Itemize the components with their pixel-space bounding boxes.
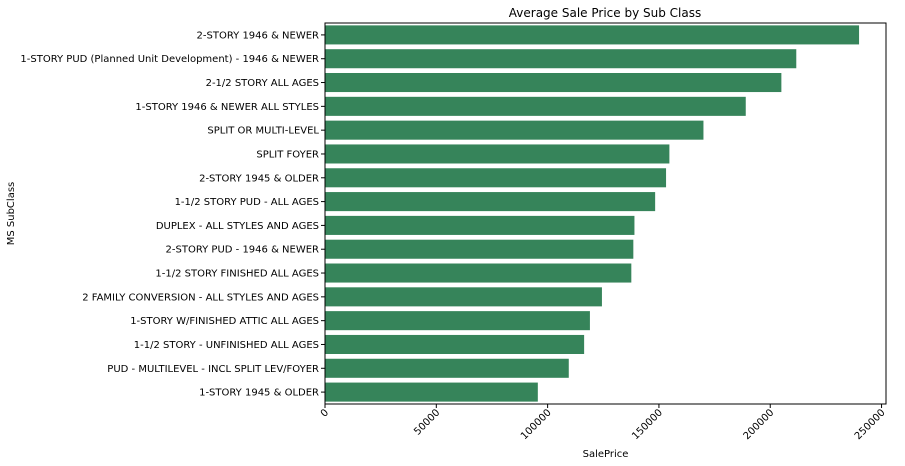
y-axis-title: MS SubClass <box>6 182 17 246</box>
bar <box>325 168 667 188</box>
bar <box>325 49 797 69</box>
bar <box>325 120 704 140</box>
y-tick-label: 2-1/2 STORY ALL AGES <box>206 78 319 89</box>
y-axis-ticks: 2-STORY 1946 & NEWER 1-STORY PUD (Planned… <box>20 30 325 399</box>
y-tick-label: DUPLEX - ALL STYLES AND AGES <box>156 221 319 232</box>
y-tick-label: 1-STORY W/FINISHED ATTIC ALL AGES <box>130 316 319 327</box>
bar <box>325 311 590 331</box>
bar <box>325 25 860 45</box>
bar <box>325 334 585 354</box>
y-tick-label: 2-STORY PUD - 1946 & NEWER <box>166 245 320 256</box>
x-axis-ticks: 0 50000 100000 150000 200000 250000 <box>319 404 888 442</box>
bars-group <box>325 25 860 402</box>
y-tick-label: SPLIT OR MULTI-LEVEL <box>207 126 319 137</box>
bar <box>325 73 782 93</box>
y-tick-label: 2 FAMILY CONVERSION - ALL STYLES AND AGE… <box>82 292 319 303</box>
bar <box>325 358 569 378</box>
x-tick-label: 0 <box>319 407 331 419</box>
bar <box>325 144 670 164</box>
x-tick-label: 200000 <box>742 407 777 442</box>
bar <box>325 215 635 235</box>
chart-title: Average Sale Price by Sub Class <box>509 6 701 20</box>
bar <box>325 263 632 283</box>
bar <box>325 239 634 259</box>
axes-frame <box>324 22 887 405</box>
x-tick-label: 150000 <box>630 407 665 442</box>
bar <box>325 287 602 307</box>
bar <box>325 192 656 212</box>
y-tick-label: PUD - MULTILEVEL - INCL SPLIT LEV/FOYER <box>107 364 319 375</box>
x-tick-label: 50000 <box>412 407 442 437</box>
x-tick-label: 100000 <box>519 407 554 442</box>
y-tick-label: 1-1/2 STORY - UNFINISHED ALL AGES <box>134 340 319 351</box>
bar <box>325 382 538 402</box>
y-tick-label: 1-STORY 1945 & OLDER <box>199 388 319 399</box>
x-tick-label: 250000 <box>853 407 888 442</box>
y-tick-label: SPLIT FOYER <box>256 149 319 160</box>
x-axis-title: SalePrice <box>583 449 629 460</box>
y-tick-label: 1-1/2 STORY FINISHED ALL AGES <box>155 269 319 280</box>
bar <box>325 96 746 116</box>
y-tick-label: 2-STORY 1946 & NEWER <box>197 30 320 41</box>
y-tick-label: 2-STORY 1945 & OLDER <box>199 173 319 184</box>
y-tick-label: 1-1/2 STORY PUD - ALL AGES <box>175 197 319 208</box>
y-tick-label: 1-STORY PUD (Planned Unit Development) -… <box>20 54 319 65</box>
y-tick-label: 1-STORY 1946 & NEWER ALL STYLES <box>135 102 319 113</box>
